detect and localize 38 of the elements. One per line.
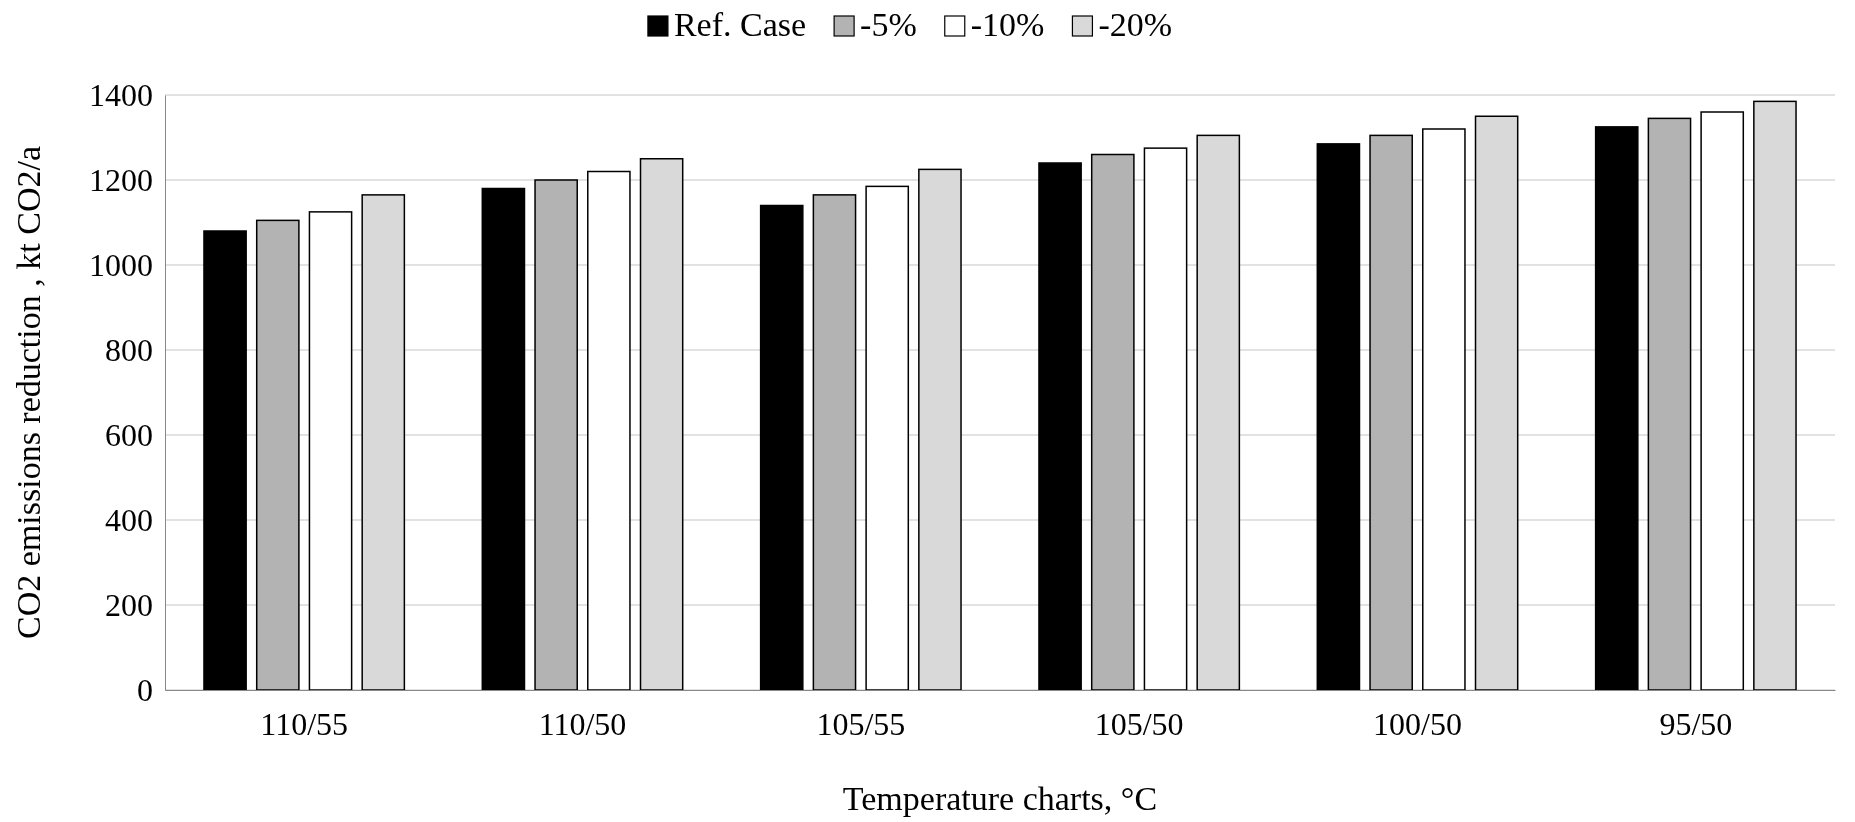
x-tick-label: 110/50 bbox=[538, 705, 627, 742]
x-tick-label: 110/55 bbox=[260, 705, 349, 742]
y-tick-label: 600 bbox=[105, 416, 153, 453]
bar bbox=[1422, 128, 1466, 691]
bar bbox=[1038, 162, 1082, 691]
bar bbox=[812, 194, 857, 691]
y-tick-label: 800 bbox=[105, 331, 153, 368]
y-tick-label: 0 bbox=[137, 671, 153, 708]
bar bbox=[587, 170, 631, 691]
y-axis-title: CO2 emissions reduction , kt CO2/a bbox=[10, 146, 47, 639]
bar bbox=[1090, 153, 1135, 691]
bar bbox=[1369, 134, 1413, 691]
y-tick-label: 1400 bbox=[89, 76, 153, 113]
bar bbox=[255, 219, 300, 691]
legend-label: Ref. Case bbox=[673, 6, 807, 43]
bar bbox=[481, 187, 526, 691]
bar bbox=[1700, 111, 1745, 691]
bar bbox=[203, 230, 247, 691]
x-tick-label: 95/50 bbox=[1659, 705, 1733, 742]
y-tick-label: 1000 bbox=[89, 246, 153, 283]
y-tick-label: 200 bbox=[105, 586, 153, 623]
legend-label: -20% bbox=[1098, 6, 1173, 43]
x-tick-label: 100/50 bbox=[1373, 705, 1462, 742]
bar bbox=[1647, 117, 1692, 691]
y-tick-label: 1200 bbox=[89, 161, 153, 198]
bar bbox=[534, 179, 578, 691]
bar bbox=[1316, 143, 1361, 691]
bar bbox=[1594, 126, 1639, 691]
legend-label: -5% bbox=[860, 6, 917, 43]
y-tick-label: 400 bbox=[105, 501, 153, 538]
bar bbox=[1143, 147, 1188, 691]
x-tick-label: 105/50 bbox=[1094, 705, 1184, 742]
bar bbox=[759, 204, 804, 691]
x-tick-label: 105/55 bbox=[816, 705, 906, 742]
bar bbox=[865, 185, 910, 691]
bar bbox=[308, 211, 353, 691]
legend-label: -10% bbox=[970, 6, 1045, 43]
x-axis-title: Temperature charts, °C bbox=[842, 780, 1158, 817]
